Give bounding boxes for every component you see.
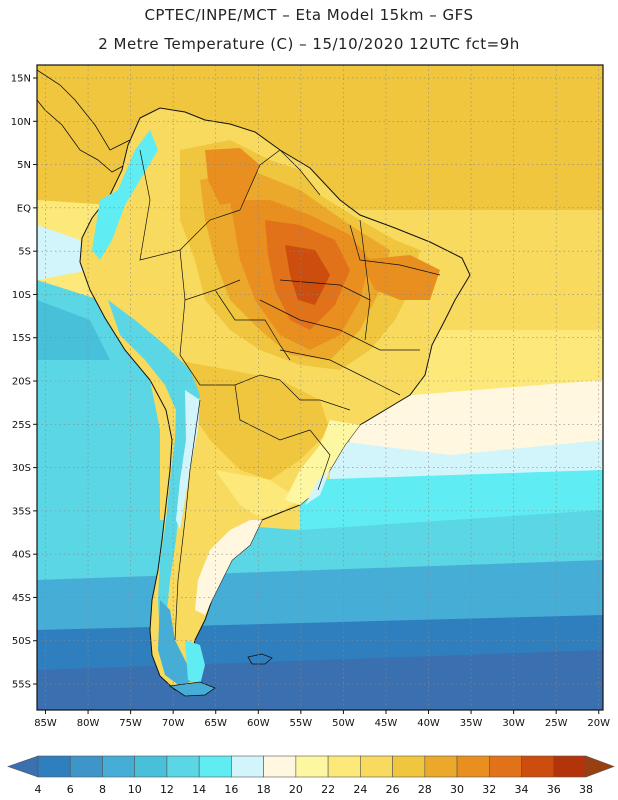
longitude-label: 80W bbox=[77, 718, 100, 729]
colorbar-label: 34 bbox=[515, 783, 529, 796]
longitude-labels: 85W 80W 75W 70W 65W 60W 55W 50W 45W 40W 35W 30W 25W 2… bbox=[34, 710, 610, 729]
latitude-label: 5S bbox=[18, 247, 31, 258]
colorbar-swatch bbox=[134, 755, 168, 778]
longitude-label: 75W bbox=[119, 718, 142, 729]
colorbar-label: 14 bbox=[192, 783, 206, 796]
colorbar-swatch bbox=[392, 755, 426, 778]
colorbar-label: 18 bbox=[257, 783, 271, 796]
latitude-label: 35S bbox=[12, 506, 31, 517]
longitude-label: 45W bbox=[375, 718, 398, 729]
longitude-label: 35W bbox=[460, 718, 483, 729]
map-title-line-1: CPTEC/INPE/MCT – Eta Model 15km – GFS bbox=[144, 6, 474, 24]
colorbar-swatch bbox=[521, 755, 555, 778]
temperature-colorbar bbox=[7, 755, 615, 778]
latitude-label: 55S bbox=[12, 680, 31, 691]
colorbar-swatch bbox=[231, 755, 264, 778]
colorbar-label: 36 bbox=[547, 783, 561, 796]
longitude-label: 30W bbox=[502, 718, 525, 729]
colorbar-swatch bbox=[360, 755, 393, 778]
colorbar-swatch bbox=[488, 755, 522, 778]
latitude-label: 40S bbox=[12, 550, 31, 561]
colorbar-label: 10 bbox=[128, 783, 142, 796]
colorbar-swatch bbox=[553, 755, 587, 778]
longitude-label: 20W bbox=[587, 718, 610, 729]
colorbar-label: 26 bbox=[386, 783, 400, 796]
colorbar-min-arrow bbox=[7, 755, 39, 778]
longitude-label: 70W bbox=[162, 718, 185, 729]
colorbar-swatch bbox=[37, 755, 71, 778]
colorbar-labels: 4 6 8 10 12 14 16 18 20 22 24 26 28 30 32 34 36 38 bbox=[35, 783, 594, 796]
colorbar-label: 24 bbox=[353, 783, 367, 796]
longitude-label: 25W bbox=[545, 718, 568, 729]
colorbar-swatch bbox=[166, 755, 200, 778]
colorbar-label: 22 bbox=[321, 783, 335, 796]
colorbar-label: 8 bbox=[99, 783, 106, 796]
colorbar-swatch bbox=[263, 755, 297, 778]
latitude-label: 45S bbox=[12, 593, 31, 604]
colorbar-label: 20 bbox=[289, 783, 303, 796]
colorbar-label: 38 bbox=[579, 783, 593, 796]
longitude-label: 55W bbox=[290, 718, 313, 729]
colorbar-swatch bbox=[102, 755, 136, 778]
colorbar-label: 32 bbox=[482, 783, 496, 796]
longitude-label: 60W bbox=[247, 718, 270, 729]
colorbar-swatch bbox=[295, 755, 329, 778]
longitude-label: 40W bbox=[417, 718, 440, 729]
colorbar-label: 4 bbox=[35, 783, 42, 796]
colorbar-label: 30 bbox=[450, 783, 464, 796]
colorbar-swatch bbox=[198, 755, 232, 778]
map-frame bbox=[36, 64, 604, 711]
latitude-label: 20S bbox=[12, 377, 31, 388]
colorbar-swatch bbox=[327, 755, 361, 778]
latitude-label: 5N bbox=[17, 160, 31, 171]
colorbar-label: 16 bbox=[224, 783, 238, 796]
latitude-label: 50S bbox=[12, 636, 31, 647]
longitude-label: 50W bbox=[332, 718, 355, 729]
colorbar-label: 6 bbox=[67, 783, 74, 796]
country-borders bbox=[139, 149, 441, 641]
colorbar-label: 28 bbox=[418, 783, 432, 796]
map-panel bbox=[37, 65, 603, 710]
latitude-labels: 15N 10N 5N EQ 5S 10S 15S 20S 25S 30S 35S 40S 45S 50S 5… bbox=[11, 73, 37, 691]
colorbar-max-arrow bbox=[585, 755, 615, 778]
latitude-label: 10S bbox=[12, 290, 31, 301]
latitude-label: 15S bbox=[12, 333, 31, 344]
map-title-line-2: 2 Metre Temperature (C) – 15/10/2020 12U… bbox=[98, 35, 520, 53]
latitude-label: EQ bbox=[17, 203, 31, 214]
colorbar-swatch bbox=[69, 755, 103, 778]
longitude-label: 85W bbox=[34, 718, 57, 729]
colorbar-swatch bbox=[424, 755, 458, 778]
longitude-label: 65W bbox=[204, 718, 227, 729]
latitude-label: 25S bbox=[12, 420, 31, 431]
colorbar-label: 12 bbox=[160, 783, 174, 796]
latitude-label: 10N bbox=[11, 117, 31, 128]
latitude-label: 30S bbox=[12, 463, 31, 474]
latitude-label: 15N bbox=[11, 73, 31, 84]
colorbar-swatch bbox=[456, 755, 490, 778]
